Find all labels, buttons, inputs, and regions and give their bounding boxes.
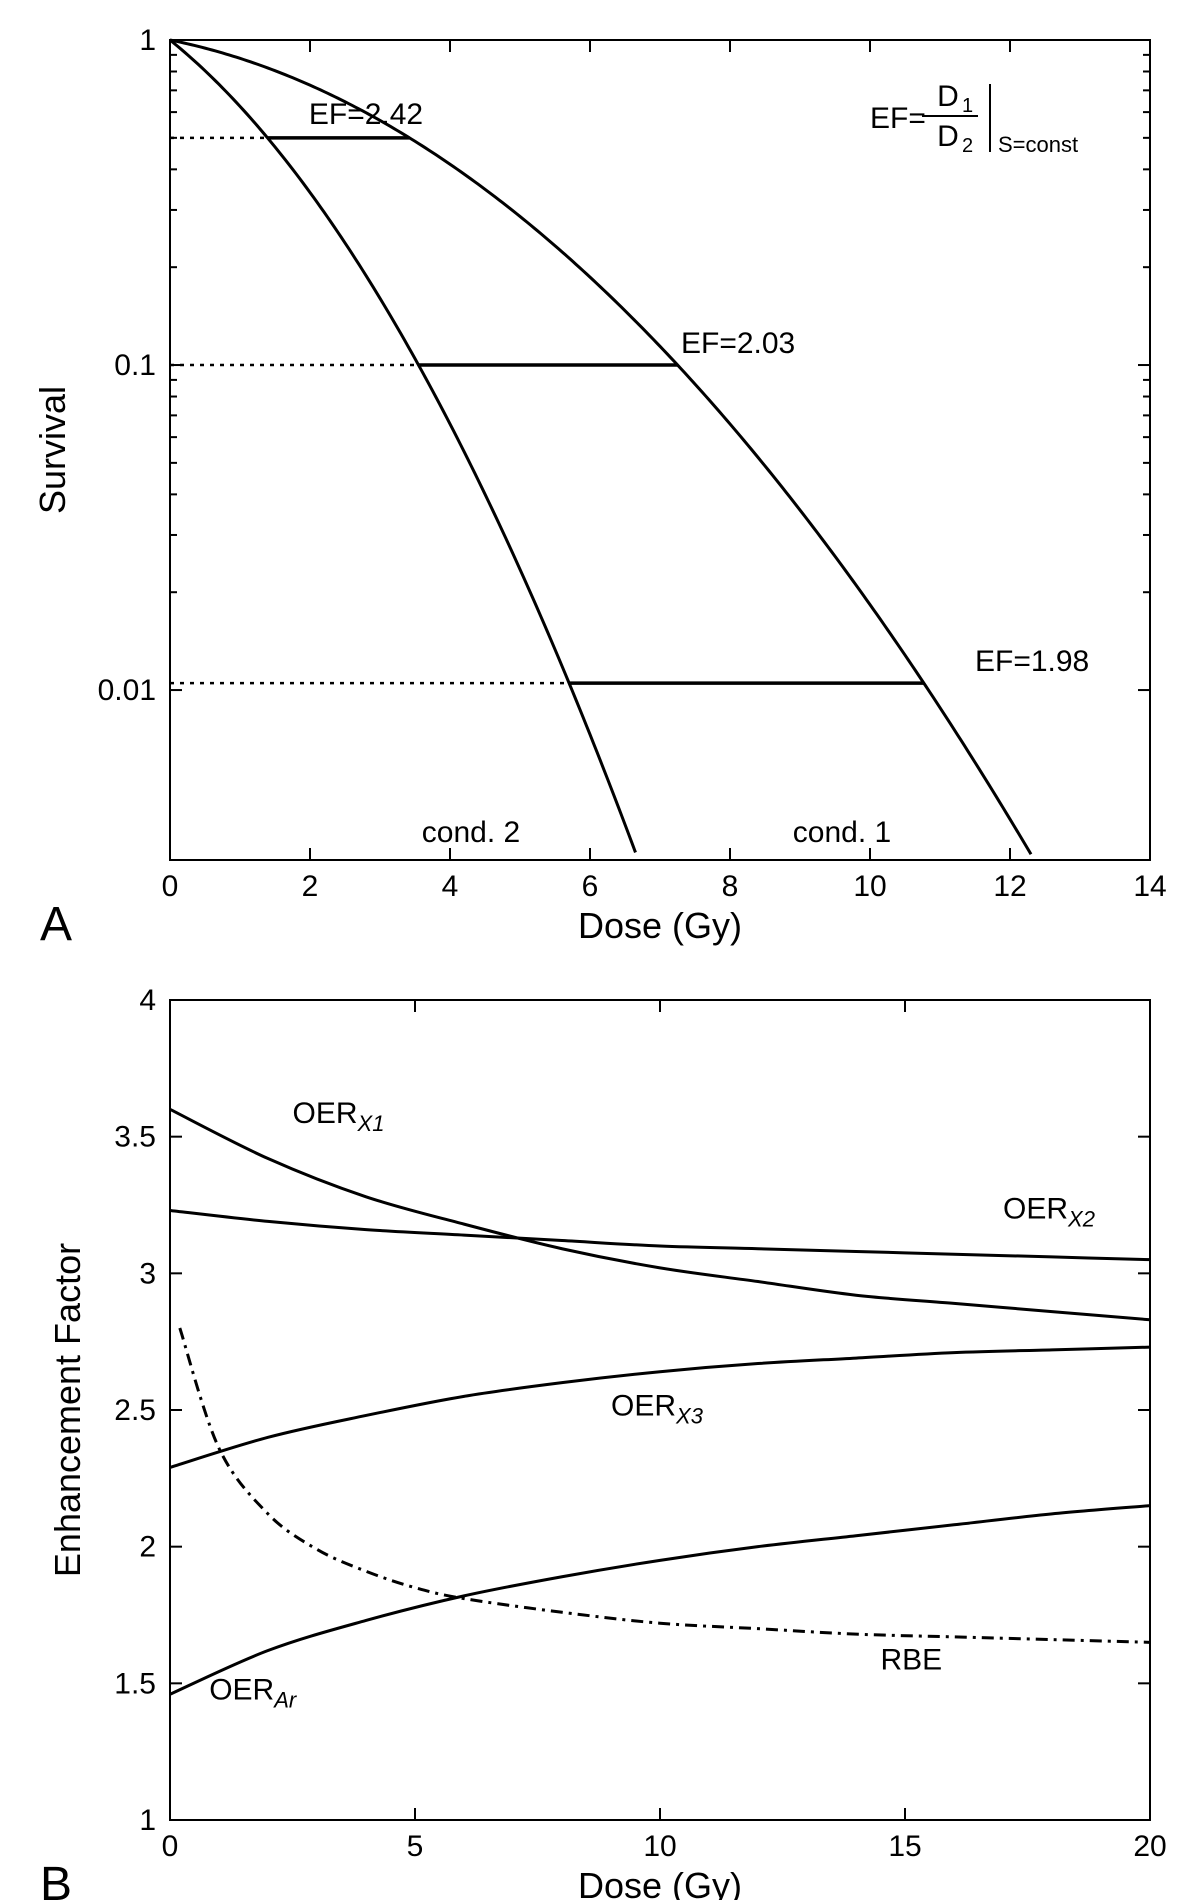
svg-text:EF=1.98: EF=1.98 — [975, 645, 1089, 678]
svg-text:6: 6 — [582, 870, 599, 903]
svg-text:0.1: 0.1 — [114, 349, 156, 382]
svg-text:10: 10 — [853, 870, 886, 903]
svg-text:OERX3: OERX3 — [611, 1389, 704, 1428]
svg-text:A: A — [40, 898, 72, 951]
svg-text:2: 2 — [302, 870, 319, 903]
svg-text:Survival: Survival — [32, 386, 73, 514]
svg-text:0: 0 — [162, 870, 179, 903]
svg-text:2: 2 — [962, 135, 973, 157]
svg-text:10: 10 — [643, 1830, 676, 1863]
svg-text:B: B — [40, 1858, 72, 1900]
svg-text:4: 4 — [139, 984, 156, 1017]
svg-text:0.01: 0.01 — [98, 674, 156, 707]
svg-text:cond. 2: cond. 2 — [422, 816, 520, 849]
svg-text:EF=2.03: EF=2.03 — [681, 327, 795, 360]
svg-text:14: 14 — [1133, 870, 1166, 903]
svg-text:1: 1 — [962, 95, 973, 117]
svg-text:OERX1: OERX1 — [293, 1097, 385, 1136]
svg-text:20: 20 — [1133, 1830, 1166, 1863]
svg-text:Enhancement Factor: Enhancement Factor — [47, 1243, 88, 1577]
svg-text:12: 12 — [993, 870, 1026, 903]
svg-text:8: 8 — [722, 870, 739, 903]
svg-text:4: 4 — [442, 870, 459, 903]
svg-text:Dose (Gy): Dose (Gy) — [578, 1865, 742, 1900]
figure: 024681012140.010.11Dose (Gy)SurvivalEF=2… — [0, 0, 1200, 1900]
svg-text:2: 2 — [139, 1531, 156, 1564]
svg-text:EF=2.42: EF=2.42 — [309, 98, 423, 131]
svg-text:OERX2: OERX2 — [1003, 1193, 1095, 1232]
svg-text:3.5: 3.5 — [114, 1121, 156, 1154]
svg-text:D: D — [937, 120, 959, 153]
svg-text:2.5: 2.5 — [114, 1394, 156, 1427]
svg-text:D: D — [937, 80, 959, 113]
svg-text:OERAr: OERAr — [209, 1674, 298, 1713]
svg-text:S=const: S=const — [998, 132, 1078, 157]
panel-b-svg: 0 5 10 15 20 1 1.5 2 2.5 3 3.5 4 Dose (Gy) Enhancemen… — [0, 960, 1200, 1900]
svg-text:5: 5 — [407, 1830, 424, 1863]
svg-text:RBE: RBE — [881, 1644, 943, 1677]
svg-text:1: 1 — [139, 1804, 156, 1837]
svg-text:Dose (Gy): Dose (Gy) — [578, 905, 742, 946]
svg-text:1.5: 1.5 — [114, 1667, 156, 1700]
svg-text:0: 0 — [162, 1830, 179, 1863]
svg-text:cond. 1: cond. 1 — [793, 816, 891, 849]
svg-text:3: 3 — [139, 1257, 156, 1290]
svg-text:15: 15 — [888, 1830, 921, 1863]
svg-text:EF=: EF= — [870, 102, 926, 135]
panel-a-svg: 024681012140.010.11Dose (Gy)SurvivalEF=2… — [0, 0, 1200, 960]
svg-text:1: 1 — [139, 24, 156, 57]
